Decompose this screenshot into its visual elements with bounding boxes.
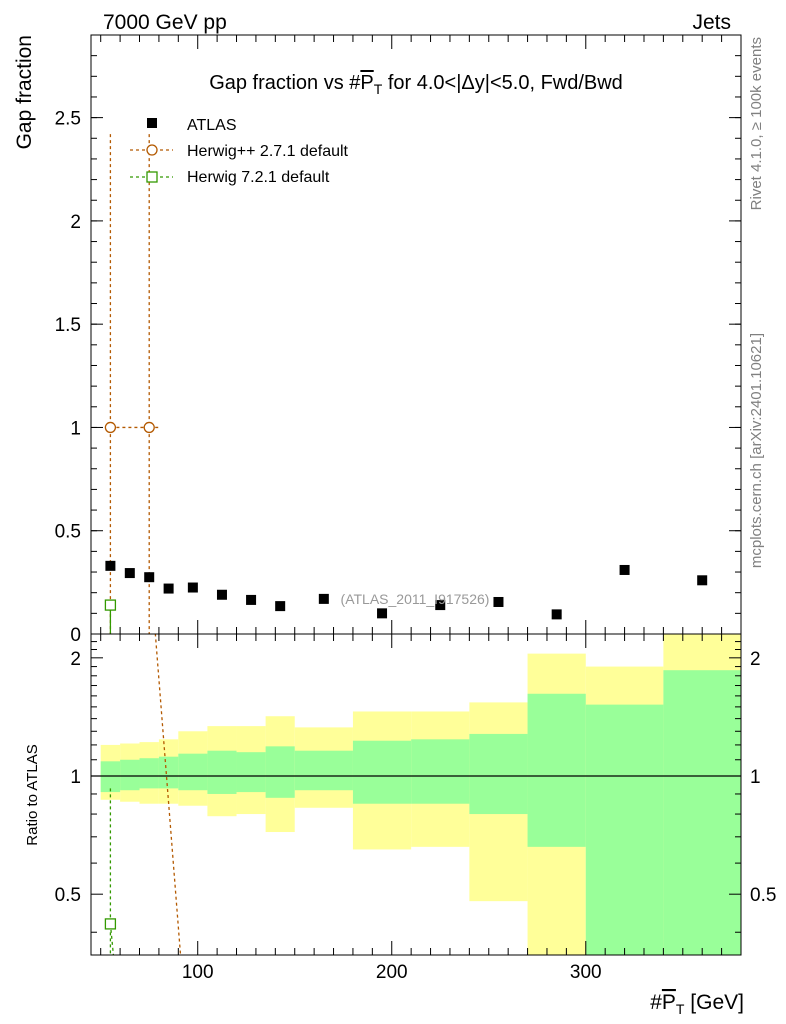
legend-herwigpp-label: Herwig++ 2.7.1 default — [187, 143, 349, 160]
ratio-lines — [91, 634, 741, 955]
main-y-tick-label: 2.5 — [55, 109, 81, 130]
herwig7-point — [104, 599, 117, 611]
ratio-y-tick-label-right: 1 — [750, 767, 761, 788]
x-tick-label: 200 — [376, 962, 408, 983]
ratio-uncertainty-bands — [100, 634, 741, 955]
ratio-band-inner — [585, 704, 664, 955]
ratio-band-inner — [527, 693, 586, 847]
ratio-herwig7-point — [104, 918, 117, 930]
atlas-data-point — [163, 583, 174, 594]
main-y-tick-label: 1 — [70, 418, 81, 439]
atlas-data-point — [124, 568, 135, 579]
atlas-data-point — [697, 575, 708, 586]
ratio-band-inner — [411, 739, 470, 804]
ratio-band-inner — [265, 746, 295, 798]
atlas-data-point — [275, 601, 286, 612]
ratio-band-inner — [139, 758, 159, 789]
mcplots-label: mcplots.cern.ch [arXiv:2401.10621] — [748, 333, 765, 568]
y-axis-label: Gap fraction — [13, 35, 36, 149]
header-process: Jets — [692, 11, 731, 34]
ratio-band-inner — [158, 756, 179, 789]
legend-atlas-label: ATLAS — [187, 117, 237, 134]
main-y-tick-label: 2 — [70, 212, 81, 233]
ratio-band-inner — [236, 752, 266, 793]
atlas-data-point — [619, 564, 630, 575]
main-y-tick-label: 0.5 — [55, 522, 81, 543]
atlas-data-point — [216, 589, 227, 600]
x-tick-label: 300 — [570, 962, 602, 983]
herwigpp-point — [143, 421, 155, 434]
atlas-data-point — [318, 593, 329, 604]
ratio-plot-frame — [90, 633, 742, 956]
legend-herwigpp-marker — [146, 144, 158, 156]
axes: 0 0.5 1 1.5 2 2.5 0.5 0.5 1 1 2 2 100 200 300 — [55, 35, 776, 983]
atlas-data-point — [493, 596, 504, 607]
atlas-data-point — [551, 609, 562, 620]
x-tick-label: 100 — [182, 962, 214, 983]
ratio-y-axis-label: Ratio to ATLAS — [24, 744, 41, 845]
main-y-tick-label: 1.5 — [55, 315, 81, 336]
ratio-band-inner — [207, 750, 237, 794]
main-y-tick-label: 0 — [70, 625, 81, 646]
ratio-y-tick-label-right: 2 — [750, 649, 761, 670]
ratio-y-tick-label: 2 — [70, 649, 81, 670]
atlas-data-point — [377, 608, 388, 619]
ratio-band-inner — [469, 733, 528, 815]
legend-atlas-marker — [147, 118, 157, 128]
atlas-data-point — [246, 594, 257, 605]
ratio-herwigpp-line — [154, 634, 182, 955]
main-plot-marks — [104, 134, 708, 634]
ratio-y-tick-label: 0.5 — [55, 885, 81, 906]
ratio-band-inner — [352, 740, 412, 804]
legend: ATLAS Herwig++ 2.7.1 default Herwig 7.2.… — [130, 117, 349, 186]
ratio-band-inner — [178, 753, 208, 791]
atlas-data-point — [105, 560, 116, 571]
ratio-y-tick-label-right: 0.5 — [750, 885, 776, 906]
header-energy: 7000 GeV pp — [103, 11, 227, 34]
ratio-band-inner — [120, 759, 140, 791]
ratio-y-tick-label: 1 — [70, 767, 81, 788]
x-axis-label: #PT [GeV] — [650, 991, 744, 1017]
atlas-data-point — [144, 572, 155, 583]
legend-herwig7-label: Herwig 7.2.1 default — [187, 169, 330, 186]
ratio-band-inner — [100, 761, 121, 793]
ratio-herwig7-line — [109, 923, 115, 955]
atlas-data-point — [187, 582, 198, 593]
ratio-band-inner — [294, 750, 353, 791]
analysis-watermark: (ATLAS_2011_I917526) — [341, 591, 490, 607]
herwigpp-point — [104, 421, 117, 434]
ratio-band-inner — [663, 670, 741, 955]
legend-herwig7-marker — [146, 171, 158, 183]
chart-title: Gap fraction vs #PT for 4.0<|Δy|<5.0, Fw… — [209, 72, 623, 97]
atlas-data-point — [435, 600, 446, 611]
rivet-version-label: Rivet 4.1.0, ≥ 100k events — [748, 37, 765, 210]
